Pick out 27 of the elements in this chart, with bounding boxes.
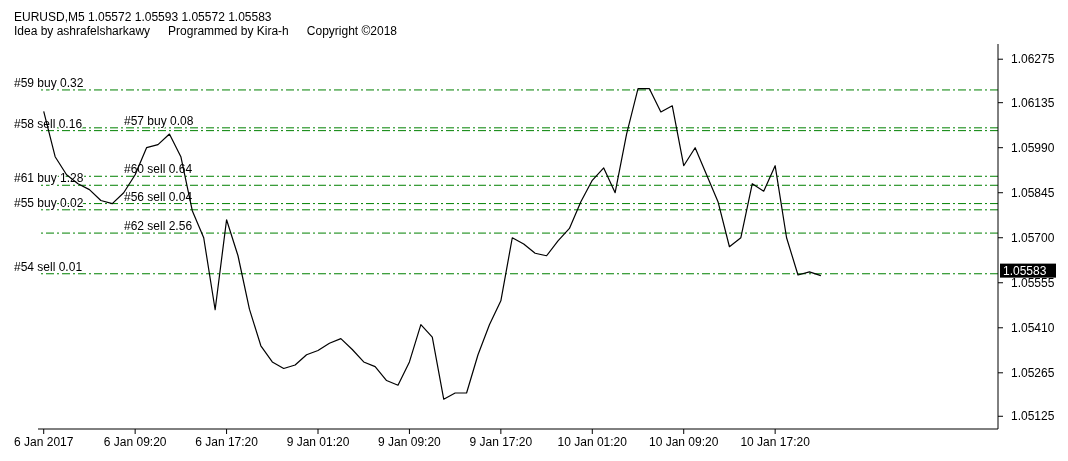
ref-line-label: #57 buy 0.08 bbox=[124, 113, 194, 128]
text: Idea by ashrafelsharkawy bbox=[14, 24, 151, 38]
y-tick-label: 1.05410 bbox=[1011, 320, 1055, 335]
x-tick-label: 6 Jan 09:20 bbox=[103, 435, 167, 449]
text: Copyright ©2018 bbox=[306, 24, 398, 38]
x-tick-label: 6 Jan 17:20 bbox=[195, 435, 259, 449]
ref-line-label: #59 buy 0.32 bbox=[14, 75, 84, 90]
text: 1.05583 bbox=[1003, 263, 1047, 278]
x-tick-label: 6 Jan 2017 bbox=[14, 435, 74, 449]
y-tick-label: 1.06275 bbox=[1011, 52, 1055, 67]
x-tick-label: 10 Jan 01:20 bbox=[557, 435, 628, 449]
text: Programmed by Kira-h bbox=[168, 24, 289, 38]
y-tick-label: 1.05555 bbox=[1011, 275, 1055, 290]
y-tick-label: 1.05125 bbox=[1011, 409, 1055, 424]
y-tick-label: 1.05990 bbox=[1011, 140, 1055, 155]
x-tick-label: 10 Jan 17:20 bbox=[740, 435, 811, 449]
chart-title: EURUSD,M5 1.05572 1.05593 1.05572 1.05583 bbox=[14, 10, 273, 24]
y-tick-label: 1.06135 bbox=[1011, 95, 1055, 110]
ref-line-label: #54 sell 0.01 bbox=[14, 259, 83, 274]
y-tick-label: 1.05265 bbox=[1011, 365, 1055, 380]
x-tick-label: 9 Jan 01:20 bbox=[286, 435, 350, 449]
y-tick-label: 1.05845 bbox=[1011, 185, 1055, 200]
x-tick-label: 10 Jan 09:20 bbox=[649, 435, 719, 449]
y-tick-label: 1.05700 bbox=[1011, 230, 1055, 245]
x-tick-label: 9 Jan 09:20 bbox=[378, 435, 442, 449]
ref-line-label: #62 sell 2.56 bbox=[124, 219, 193, 234]
x-tick-label: 9 Jan 17:20 bbox=[469, 435, 533, 449]
